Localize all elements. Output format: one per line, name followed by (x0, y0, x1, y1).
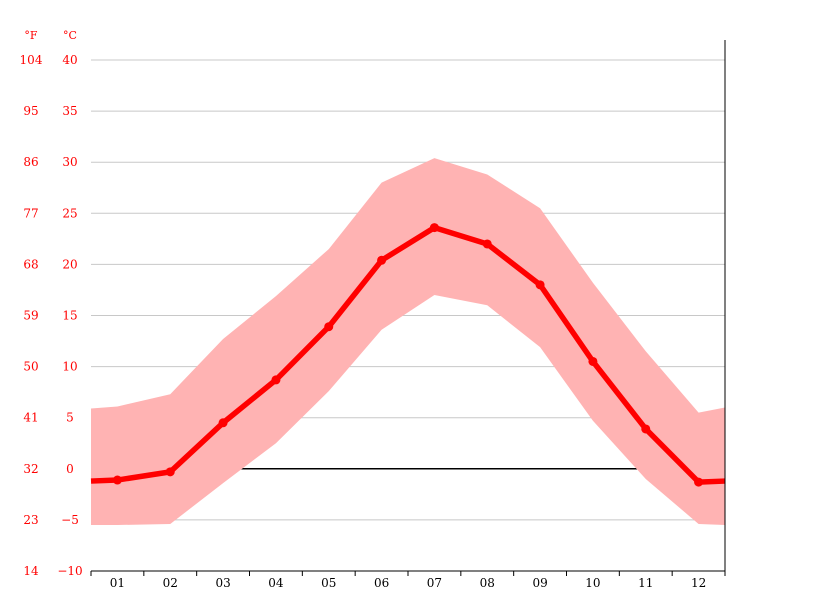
y-unit-celsius: °C (63, 29, 77, 42)
y-tick-label-c: 30 (62, 155, 77, 169)
mean-temperature-line (90, 224, 726, 485)
y-tick-label-f: 32 (23, 462, 38, 476)
y-tick-label-c: 35 (62, 104, 77, 118)
x-tick-label: 11 (638, 576, 653, 590)
data-point (112, 475, 122, 485)
y-unit-fahrenheit: °F (24, 29, 38, 42)
y-tick-label-f: 77 (23, 206, 38, 220)
y-tick-label-f: 14 (23, 564, 39, 578)
y-tick-label-c: 15 (62, 309, 77, 323)
data-point (429, 223, 439, 233)
data-point (218, 418, 228, 428)
data-point (377, 255, 387, 265)
y-tick-label-c: 25 (62, 206, 77, 220)
x-tick-label: 09 (532, 576, 547, 590)
y-tick-label-f: 23 (23, 513, 38, 527)
y-tick-label-f: 104 (20, 53, 43, 67)
data-point (482, 239, 492, 249)
mean-line-layer (90, 223, 726, 487)
y-tick-label-c: 10 (62, 360, 77, 374)
x-tick-label: 10 (585, 576, 600, 590)
temperature-range-band (91, 158, 725, 526)
x-tick-label: 01 (110, 576, 125, 590)
y-tick-label-f: 50 (23, 360, 38, 374)
x-tick-label: 04 (268, 576, 284, 590)
y-tick-label-c: 40 (62, 53, 77, 67)
y-tick-label-c: 0 (66, 462, 74, 476)
axis-layer: 104 40 95 35 86 30 77 25 68 20 59 15 50 10 41 5 32 0 23 −5 1… (20, 40, 726, 590)
data-point (271, 375, 281, 385)
y-tick-label-c: −10 (57, 564, 82, 578)
y-tick-label-f: 95 (23, 104, 38, 118)
y-tick-label-f: 41 (23, 411, 38, 425)
x-tick-label: 08 (480, 576, 495, 590)
data-point (694, 477, 704, 487)
x-tick-label: 07 (427, 576, 442, 590)
data-point (165, 467, 175, 477)
data-point (588, 356, 598, 366)
y-tick-label-c: 5 (66, 411, 74, 425)
x-tick-label: 02 (163, 576, 178, 590)
y-tick-label-f: 59 (23, 309, 38, 323)
y-tick-label-f: 86 (23, 155, 38, 169)
data-point (324, 322, 334, 332)
data-point (535, 280, 545, 290)
x-tick-label: 06 (374, 576, 389, 590)
y-tick-label-c: −5 (61, 513, 79, 527)
x-tick-label: 05 (321, 576, 336, 590)
data-point (641, 424, 651, 434)
x-tick-label: 12 (691, 576, 706, 590)
range-band-layer (91, 158, 725, 526)
x-tick-label: 03 (215, 576, 230, 590)
y-tick-label-c: 20 (62, 257, 77, 271)
y-tick-label-f: 68 (23, 257, 38, 271)
